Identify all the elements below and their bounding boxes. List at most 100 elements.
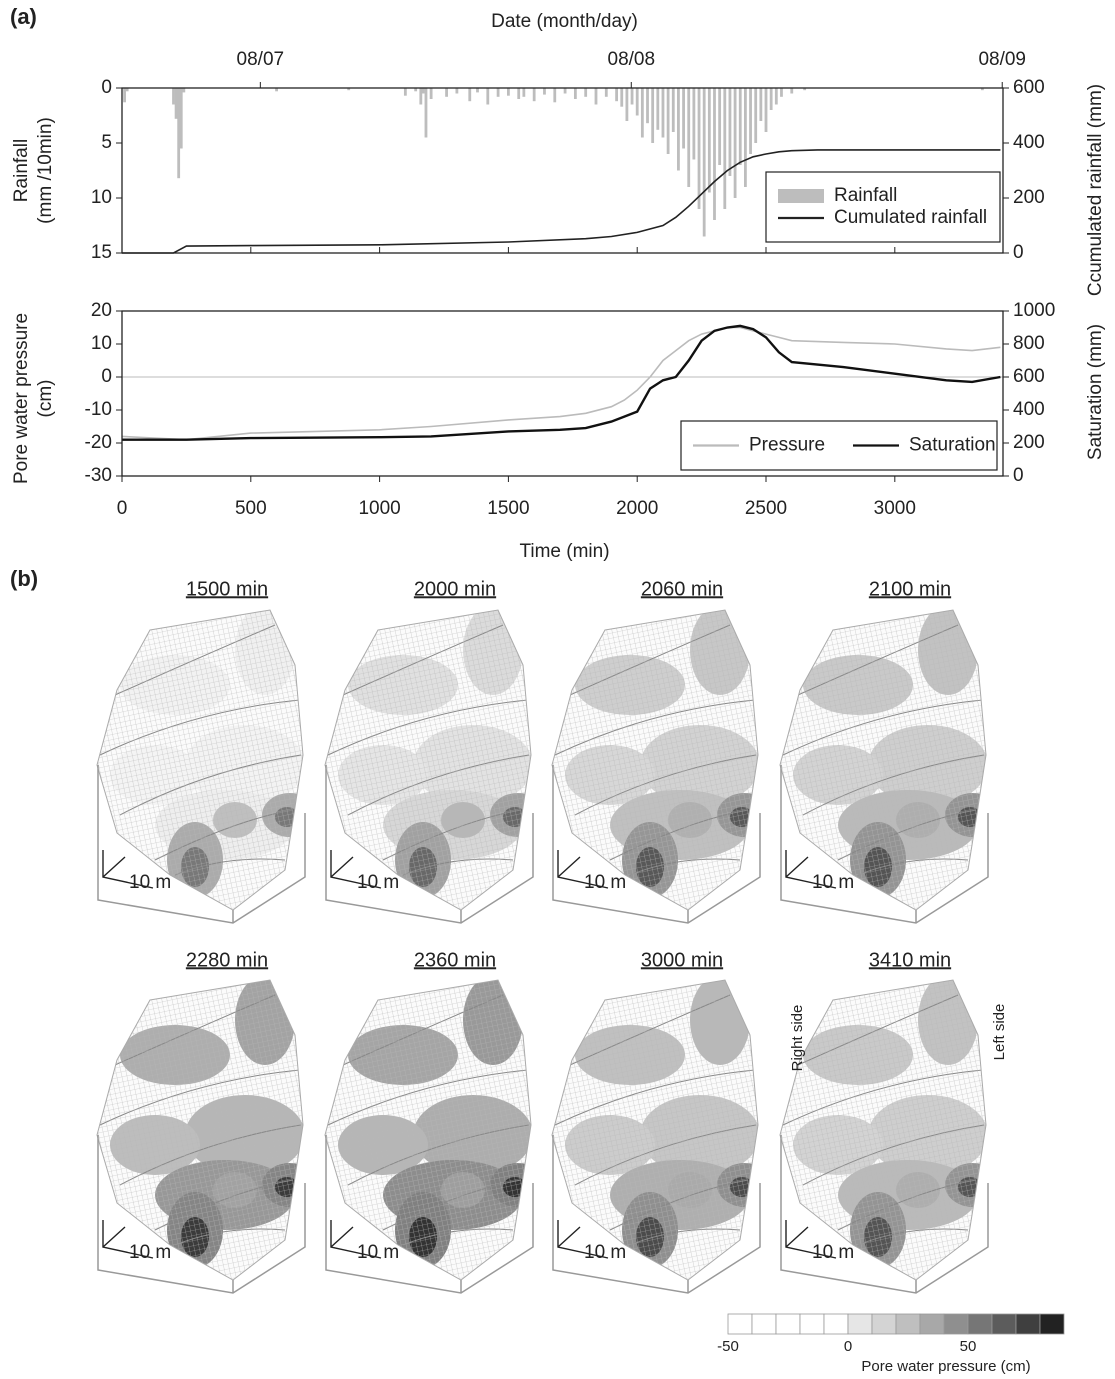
colorbar-cell [895,1313,921,1335]
y-tick-label: 15 [91,242,112,263]
map-outline [779,979,987,1281]
y-tick-label: 5 [101,132,112,153]
bar [455,88,459,94]
box-frame [97,765,306,924]
colorbar-cell [991,1313,1017,1335]
line [122,149,1001,254]
map-mesh [97,610,303,910]
scale-bar [785,850,837,889]
map-outline [779,609,987,911]
map: 10 m [96,979,306,1294]
legend-label: Rainfall [834,185,897,206]
scale-label: 10 m [584,872,626,893]
colorbar-cell [1039,1313,1065,1335]
y-tick-label: 0 [101,77,112,98]
bar [738,88,742,165]
bar [414,88,418,92]
bar [692,88,696,160]
bar [687,88,691,187]
bar [172,88,175,105]
map-title: 2280 min [186,949,268,971]
colorbar-cell [919,1313,945,1335]
bar [718,88,722,165]
y-axis-title: Rainfall [11,139,32,202]
map: 10 m [551,609,761,924]
bar [733,88,737,198]
x-tick-label: 2500 [745,498,787,519]
map-title: 1500 min [186,578,268,600]
y2-axis-title: Ccumulated rainfall (mm) [1085,84,1106,296]
map-mesh [780,980,986,1280]
bar [445,88,448,97]
bar [702,88,706,237]
y-tick-label: 10 [91,187,112,208]
y2-tick-label: 800 [1013,333,1045,354]
scale-label: 10 m [584,1242,626,1263]
x2-tick-label: 08/07 [237,49,285,70]
map-title: 2000 min [414,578,496,600]
x-tick-label: 2000 [616,498,658,519]
y2-tick-label: 600 [1013,366,1045,387]
scale-label: 10 m [812,1242,854,1263]
x-tick-label: 1500 [487,498,529,519]
bar [635,88,639,116]
x-axis-title: Time (min) [519,541,609,562]
scale-bar [330,1220,382,1259]
bar [584,88,588,97]
plot-frame [121,87,1004,254]
colorbar-cell [727,1313,753,1335]
x2-axis-title: Date (month/day) [491,11,638,32]
bar [661,88,665,138]
side-label: Left side [991,1004,1008,1061]
bar [496,88,500,97]
x2-tick-label: 08/08 [608,49,656,70]
bar [275,88,278,92]
x-tick-label: 1000 [358,498,400,519]
colorbar-tick-label: 0 [844,1338,852,1355]
y2-tick-label: 200 [1013,432,1045,453]
scale-label: 10 m [357,1242,399,1263]
y-tick-label: -20 [85,432,112,453]
scale-bar [785,1220,837,1259]
y2-tick-label: 1000 [1013,300,1055,321]
bar [424,88,428,138]
bar [697,88,701,209]
bar [507,88,510,96]
bar [179,88,183,149]
colorbar-cell [1015,1313,1041,1335]
colorbar-cell [799,1313,825,1335]
bar [646,88,649,124]
box-frame [780,1135,989,1294]
legend-label: Pressure [749,435,825,456]
box-frame [325,765,534,924]
y2-tick-label: 0 [1013,242,1024,263]
bar [682,88,685,149]
y2-tick-label: 400 [1013,399,1045,420]
panel-label: (b) [10,566,38,591]
y2-tick-label: 600 [1013,77,1045,98]
map: 10 m [551,979,761,1294]
map-mesh [552,980,758,1280]
scale-bar [330,850,382,889]
bar [749,88,752,154]
map-outline [551,609,759,911]
colorbar-cell [847,1313,873,1335]
legend-label: Cumulated rainfall [834,207,987,228]
bar [790,88,794,94]
bar [347,88,351,91]
bar [468,88,472,102]
panel-label: (a) [10,4,37,29]
box-frame [325,1135,534,1294]
bar [429,88,433,99]
bar [769,88,773,110]
colorbar-cell [751,1313,777,1335]
scale-bar [557,850,609,889]
scale-bar [102,850,154,889]
map: 10 m [779,979,989,1294]
colorbar-cell [967,1313,993,1335]
legend-label: Saturation [909,435,996,456]
x-tick-label: 500 [235,498,267,519]
bar [563,88,567,94]
bar [980,88,984,91]
y-tick-label: -30 [85,465,112,486]
